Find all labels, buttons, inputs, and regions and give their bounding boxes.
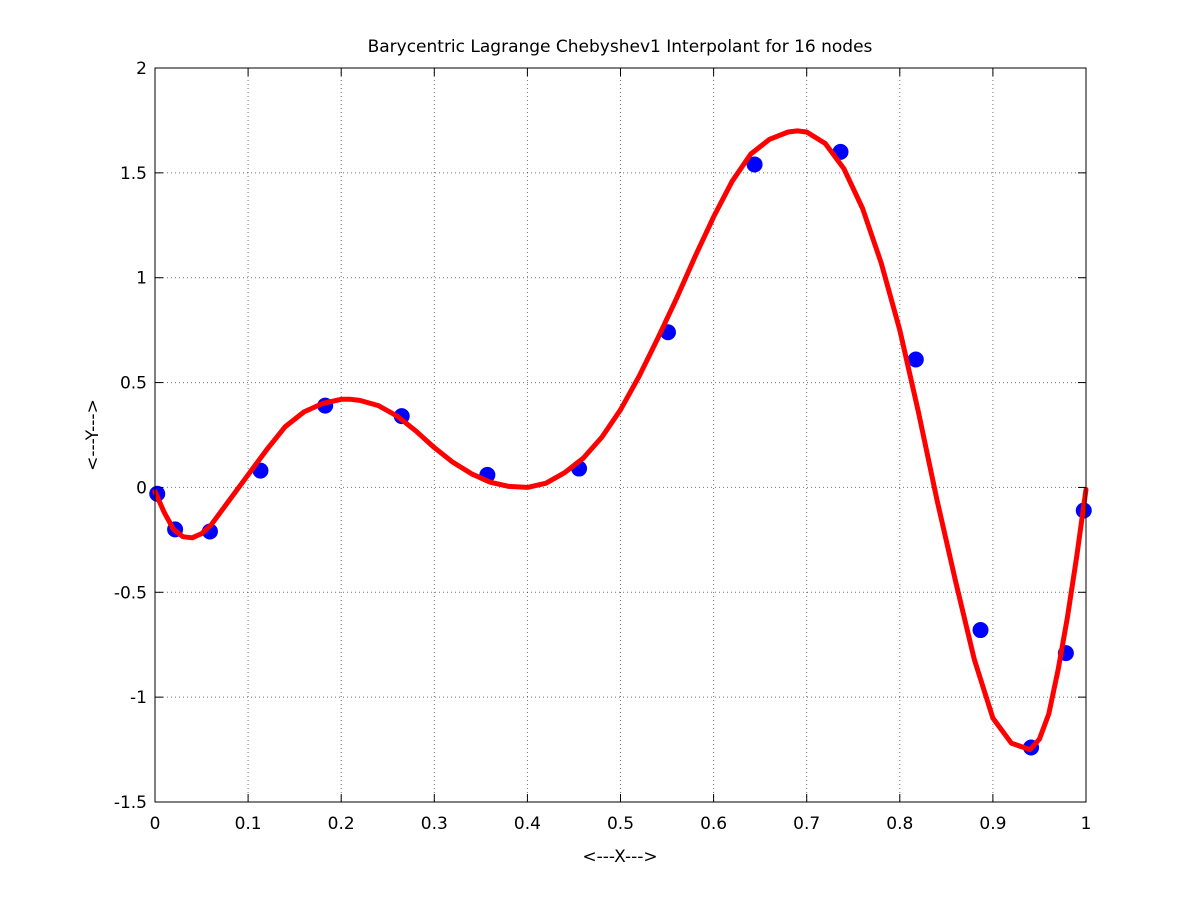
plot-area	[155, 68, 1086, 802]
node-point	[907, 351, 924, 368]
interpolant-curve-layer	[152, 128, 1089, 753]
x-tick-label: 0	[150, 814, 161, 834]
y-tick-label: 2	[136, 59, 147, 79]
y-tick-label: 0	[136, 478, 147, 498]
axis-ticks: 0 0.1 0.2 0.3 0.4 0.5 0.6 0.7 0.8 0.9 1 -1.5 -1 -0.5 0…	[114, 59, 1092, 834]
y-tick-label: 0.5	[120, 374, 147, 394]
x-tick-label: 0.8	[886, 814, 913, 834]
y-tick-label: -1.5	[114, 793, 147, 813]
x-tick-label: 0.2	[328, 814, 355, 834]
y-tick-label: -0.5	[114, 583, 147, 603]
x-tick-label: 1	[1081, 814, 1092, 834]
x-axis-label: <---X--->	[582, 847, 657, 867]
y-axis-label: <---Y--->	[83, 399, 103, 471]
x-tick-label: 0.5	[607, 814, 634, 834]
x-tick-label: 0.4	[514, 814, 541, 834]
interpolant-curve	[152, 128, 1089, 753]
x-tick-label: 0.6	[700, 814, 727, 834]
y-tick-label: -1	[130, 688, 147, 708]
node-point	[746, 156, 763, 173]
x-tick-label: 0.3	[421, 814, 448, 834]
y-tick-label: 1	[136, 269, 147, 289]
x-tick-label: 0.1	[235, 814, 262, 834]
x-tick-label: 0.9	[979, 814, 1006, 834]
y-tick-label: 1.5	[120, 164, 147, 184]
node-point	[972, 622, 989, 639]
chart-title: Barycentric Lagrange Chebyshev1 Interpol…	[368, 37, 873, 57]
x-tick-label: 0.7	[793, 814, 820, 834]
